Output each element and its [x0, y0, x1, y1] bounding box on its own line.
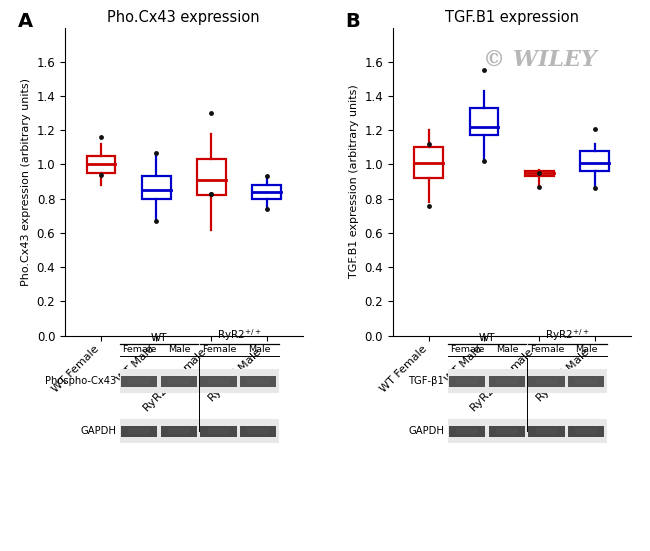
Title: Pho.Cx43 expression: Pho.Cx43 expression — [107, 10, 260, 25]
Bar — [470, 108, 499, 136]
Text: Male: Male — [576, 345, 598, 354]
Bar — [208, 428, 229, 434]
Bar — [456, 428, 478, 434]
Bar — [128, 428, 150, 434]
Bar — [128, 379, 150, 384]
Bar — [580, 151, 609, 171]
Bar — [168, 428, 190, 434]
Text: B: B — [345, 12, 360, 31]
Bar — [197, 159, 226, 195]
Bar — [240, 376, 276, 387]
Text: GAPDH: GAPDH — [80, 426, 116, 436]
Bar — [208, 379, 229, 384]
Bar — [168, 379, 190, 384]
Bar — [536, 428, 557, 434]
Bar — [448, 419, 606, 443]
Bar — [248, 428, 269, 434]
Bar — [415, 147, 443, 178]
Bar — [528, 425, 565, 436]
Text: Female: Female — [450, 345, 485, 354]
Bar — [489, 425, 525, 436]
Text: © WILEY: © WILEY — [483, 49, 597, 71]
Text: RyR2$^{+/+}$: RyR2$^{+/+}$ — [217, 327, 262, 343]
Bar — [252, 185, 281, 199]
Text: WT: WT — [151, 333, 167, 343]
Bar — [200, 425, 237, 436]
Bar — [568, 376, 604, 387]
Bar — [525, 171, 554, 176]
Text: Female: Female — [122, 345, 157, 354]
Bar — [575, 379, 597, 384]
Bar — [121, 425, 157, 436]
Text: TGF-β1: TGF-β1 — [408, 376, 444, 386]
Bar — [575, 428, 597, 434]
Text: RyR2$^{+/+}$: RyR2$^{+/+}$ — [545, 327, 590, 343]
Bar — [248, 379, 269, 384]
Text: Phospho-Cx43: Phospho-Cx43 — [45, 376, 116, 386]
Bar — [200, 376, 237, 387]
Bar — [496, 379, 517, 384]
Bar — [568, 425, 604, 436]
Title: TGF.B1 expression: TGF.B1 expression — [445, 10, 578, 25]
Text: WT: WT — [478, 333, 495, 343]
Bar — [448, 425, 485, 436]
Bar — [528, 376, 565, 387]
Text: Male: Male — [248, 345, 270, 354]
Text: Female: Female — [530, 345, 564, 354]
Text: Male: Male — [496, 345, 519, 354]
Bar — [120, 419, 279, 443]
Bar — [489, 376, 525, 387]
Bar — [448, 376, 485, 387]
Bar — [448, 370, 606, 393]
Bar — [161, 425, 197, 436]
Bar — [536, 379, 557, 384]
Text: Male: Male — [168, 345, 190, 354]
Y-axis label: TGF.B1 expression (arbitrary units): TGF.B1 expression (arbitrary units) — [349, 85, 359, 278]
Bar — [120, 370, 279, 393]
Text: Female: Female — [202, 345, 237, 354]
Text: GAPDH: GAPDH — [408, 426, 444, 436]
Text: A: A — [18, 12, 32, 31]
Bar — [142, 176, 170, 199]
Bar — [86, 156, 115, 173]
Bar — [496, 428, 517, 434]
Bar — [240, 425, 276, 436]
Bar — [456, 379, 478, 384]
Bar — [121, 376, 157, 387]
Y-axis label: Pho.Cx43 expression (arbitrary units): Pho.Cx43 expression (arbitrary units) — [21, 78, 31, 285]
Bar — [161, 376, 197, 387]
